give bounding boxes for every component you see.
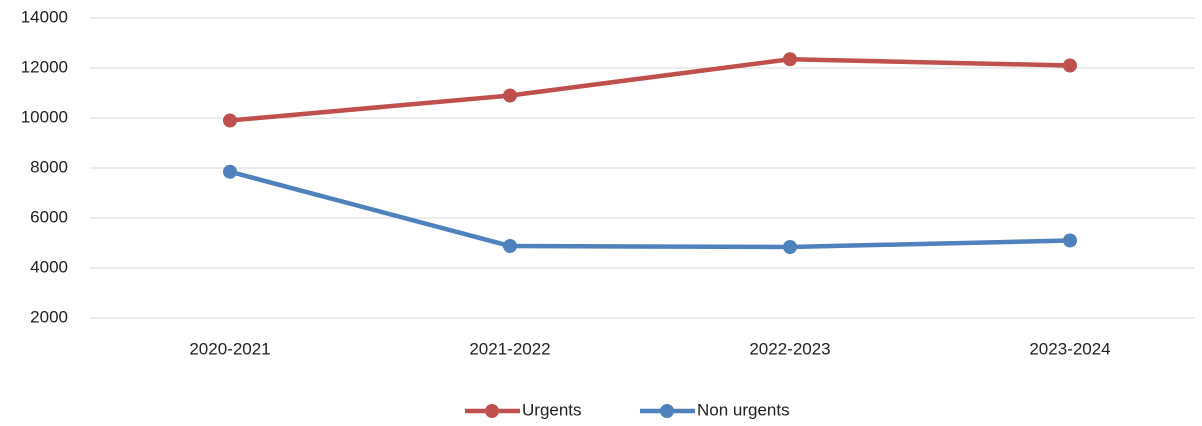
point — [1063, 58, 1077, 73]
point — [223, 113, 237, 128]
series-line — [229, 169, 1071, 250]
legend-label: Non urgents — [697, 400, 790, 419]
point — [783, 52, 797, 67]
legend-marker — [660, 404, 674, 418]
legend-marker — [485, 404, 499, 418]
y-tick-label: 2000 — [30, 307, 68, 326]
point — [503, 239, 517, 253]
point — [1063, 233, 1077, 248]
x-tick-label: 2020-2021 — [189, 339, 270, 358]
y-tick-label: 8000 — [30, 157, 68, 176]
y-tick-label: 12000 — [21, 57, 68, 76]
x-tick-label: 2023-2024 — [1029, 339, 1110, 358]
point — [223, 164, 237, 179]
point — [783, 240, 797, 254]
series-line — [229, 57, 1071, 123]
x-tick-label: 2022-2023 — [749, 339, 830, 358]
y-tick-label: 4000 — [30, 257, 68, 276]
point — [503, 88, 517, 103]
x-tick-label: 2021-2022 — [469, 339, 550, 358]
legend-label: Urgents — [522, 400, 582, 419]
y-tick-label: 6000 — [30, 207, 68, 226]
y-tick-label: 14000 — [21, 7, 68, 26]
y-tick-label: 10000 — [21, 107, 68, 126]
